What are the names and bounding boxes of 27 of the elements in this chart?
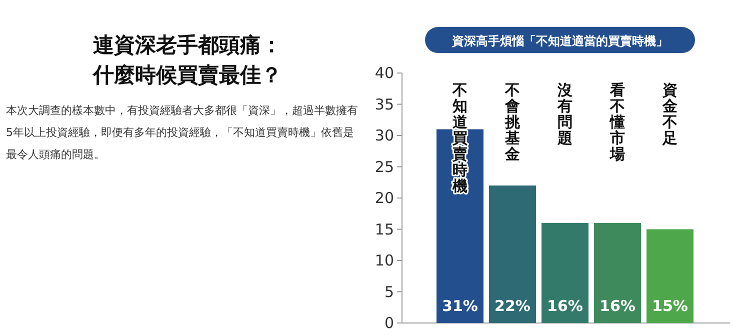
x-tick-label: 看不懂市場 <box>609 81 625 163</box>
x-tick-label: 資金不足 <box>662 81 678 147</box>
y-tick-label: 5 <box>384 282 394 301</box>
bar <box>542 223 588 323</box>
x-tick-label: 不會挑基金 <box>504 81 521 163</box>
bar <box>646 229 694 323</box>
x-tick-label: 沒有問題 <box>556 81 572 147</box>
text: 連資深老手都頭痛：什麼時候買賣最佳？ <box>91 32 283 89</box>
data-label: 31% <box>442 297 478 315</box>
data-label: 16% <box>600 297 636 315</box>
bar <box>594 223 641 323</box>
y-tick-label: 35 <box>374 95 394 114</box>
data-label: 22% <box>494 297 530 315</box>
y-tick-label: 0 <box>384 314 394 332</box>
chart-title: 資深高手煩惱「不知道適當的買賣時機」 <box>451 34 668 48</box>
x-tick-label: 不知道買賣時機 <box>452 81 468 195</box>
y-tick-label: 15 <box>374 220 394 238</box>
data-label: 15% <box>652 297 688 315</box>
data-label: 16% <box>547 297 583 315</box>
y-tick-label: 25 <box>374 158 394 176</box>
text: 本次大調查的樣本數中，有投資經驗者大多都很「資深」，超過半數擁有5年以上投資經驗，即便有多年的投資經驗，「不知道買賣時機」依舊是最令人頭痛的問題。 <box>6 103 359 163</box>
bar <box>489 186 536 323</box>
y-tick-label: 30 <box>374 126 394 144</box>
title: 資深高手煩惱「不知道適當的買賣時機」 <box>425 27 695 53</box>
y-tick-label: 10 <box>374 252 394 270</box>
y-tick-label: 20 <box>374 189 394 207</box>
y-tick-label: 40 <box>374 64 394 82</box>
